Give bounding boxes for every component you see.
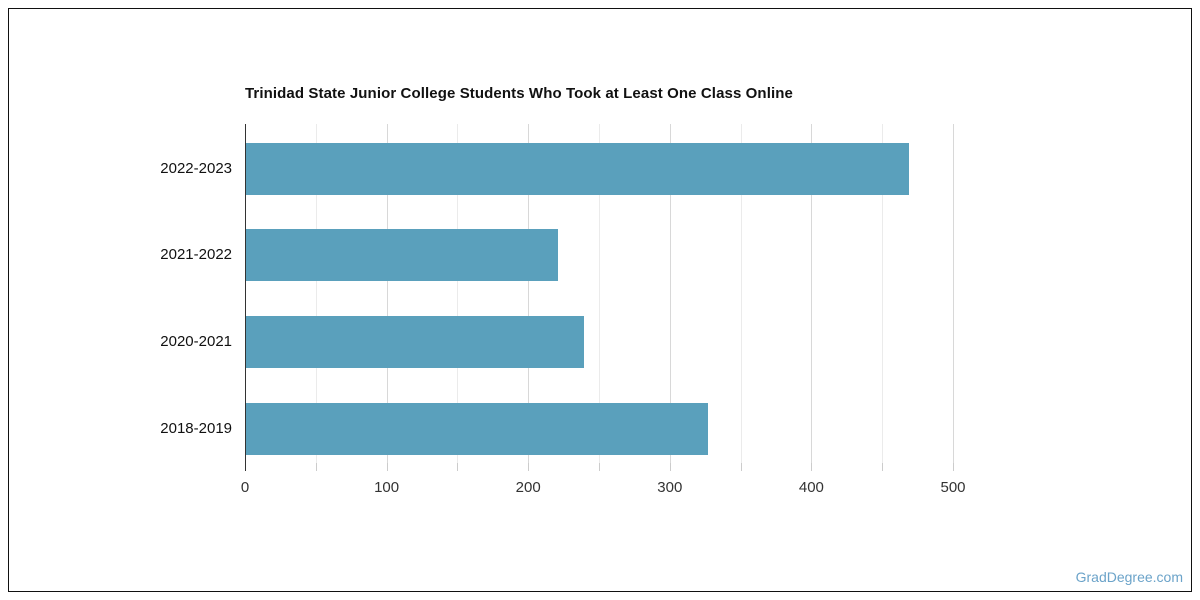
- grid-line-major: [669, 124, 671, 463]
- x-axis-tick: [740, 463, 742, 471]
- category-label: 2022-2023: [160, 159, 232, 177]
- bar-2020-2021: [246, 316, 585, 369]
- x-tick-label: 500: [940, 479, 966, 496]
- category-label: 2020-2021: [160, 333, 232, 351]
- x-axis-tick: [386, 463, 388, 471]
- bar-2021-2022: [246, 229, 558, 282]
- grid-line-major: [811, 124, 813, 463]
- x-tick-label: 200: [515, 479, 541, 496]
- y-axis-line: [245, 124, 246, 471]
- grid-line-minor: [599, 124, 600, 463]
- grid-line-minor: [882, 124, 884, 463]
- x-axis-tick: [953, 463, 954, 471]
- category-label: 2021-2022: [160, 246, 232, 264]
- x-axis-tick: [315, 463, 317, 471]
- x-tick-label: 100: [374, 479, 400, 496]
- watermark-text: GradDegree.com: [1075, 569, 1183, 585]
- x-axis-tick: [882, 463, 884, 471]
- category-label: 2018-2019: [160, 419, 232, 437]
- chart-title: Trinidad State Junior College Students W…: [245, 85, 793, 102]
- x-axis-tick: [457, 463, 459, 471]
- grid-line-major: [528, 124, 530, 463]
- x-axis-tick: [599, 463, 600, 471]
- grid-line-minor: [740, 124, 742, 463]
- x-tick-label: 300: [657, 479, 683, 496]
- grid-line-minor: [315, 124, 317, 463]
- grid-line-minor: [457, 124, 459, 463]
- x-axis-tick: [528, 463, 530, 471]
- x-axis-tick: [669, 463, 671, 471]
- bar-2018-2019: [246, 402, 708, 455]
- grid-line-major: [386, 124, 388, 463]
- x-tick-label: 400: [798, 479, 824, 496]
- grid-line-major: [953, 124, 954, 463]
- x-tick-label: 0: [240, 479, 250, 496]
- x-axis-tick: [811, 463, 813, 471]
- bar-2022-2023: [246, 142, 909, 195]
